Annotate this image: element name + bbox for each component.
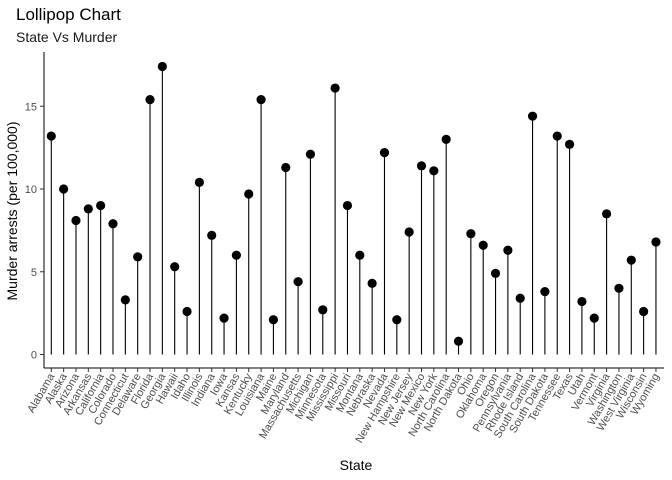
stems-layer	[50, 66, 657, 355]
lollipop-point	[133, 252, 143, 262]
lollipop-point	[120, 295, 130, 305]
lollipop-point	[46, 131, 56, 141]
lollipop-point	[355, 250, 365, 260]
lollipop-point	[342, 200, 353, 211]
lollipop-point	[170, 262, 180, 272]
y-tick-label: 5	[31, 267, 37, 279]
lollipop-point	[626, 255, 636, 265]
lollipop-point	[540, 287, 550, 297]
lollipop-point	[145, 95, 155, 105]
lollipop-point	[194, 177, 204, 187]
lollipop-point	[515, 293, 525, 303]
y-tick-label: 15	[25, 101, 37, 113]
lollipop-point	[651, 237, 661, 247]
lollipop-point	[589, 313, 599, 323]
lollipop-point	[268, 315, 279, 325]
lollipop-point	[157, 61, 167, 72]
lollipop-point	[71, 215, 81, 226]
lollipop-point	[602, 209, 612, 219]
lollipop-point	[404, 227, 414, 237]
lollipop-point	[244, 189, 254, 199]
lollipop-point	[305, 149, 316, 159]
lollipop-point	[96, 200, 106, 211]
lollipop-point	[441, 134, 451, 144]
lollipop-point	[318, 305, 328, 315]
lollipop-point	[219, 313, 229, 323]
x-axis-title: State	[340, 457, 373, 473]
lollipop-point	[639, 306, 649, 317]
y-axis-ticks: 0 5 10 15	[25, 101, 44, 362]
lollipop-point	[330, 83, 340, 93]
lollipop-point	[293, 277, 303, 287]
lollipop-point	[182, 306, 192, 317]
lollipop-point	[416, 161, 427, 171]
lollipop-point	[429, 166, 439, 176]
lollipop-point	[478, 240, 488, 250]
lollipop-point	[367, 278, 377, 288]
lollipop-point	[466, 229, 476, 239]
lollipop-point	[614, 283, 624, 293]
lollipop-point	[281, 162, 291, 173]
lollipop-point	[83, 204, 93, 214]
y-tick-label: 10	[25, 184, 37, 196]
y-axis-title: Murder arrests (per 100,000)	[4, 122, 20, 301]
points-layer	[46, 61, 661, 346]
chart-subtitle: State Vs Murder	[16, 29, 117, 45]
lollipop-point	[59, 184, 69, 194]
chart-title: Lollipop Chart	[16, 5, 121, 24]
lollipop-point	[453, 336, 464, 346]
lollipop-point	[379, 147, 390, 158]
lollipop-point	[552, 131, 562, 141]
lollipop-point	[108, 219, 118, 229]
lollipop-point	[577, 296, 587, 307]
lollipop-point	[564, 139, 575, 149]
lollipop-point	[392, 315, 402, 325]
y-tick-label: 0	[31, 350, 37, 362]
lollipop-point	[231, 250, 241, 260]
lollipop-point	[503, 245, 513, 255]
lollipop-point	[207, 230, 217, 240]
lollipop-point	[256, 95, 266, 105]
x-axis-ticks: AlabamaAlaskaArizonaArkansasCaliforniaCo…	[25, 368, 662, 445]
lollipop-point	[527, 111, 538, 121]
lollipop-point	[490, 268, 501, 279]
